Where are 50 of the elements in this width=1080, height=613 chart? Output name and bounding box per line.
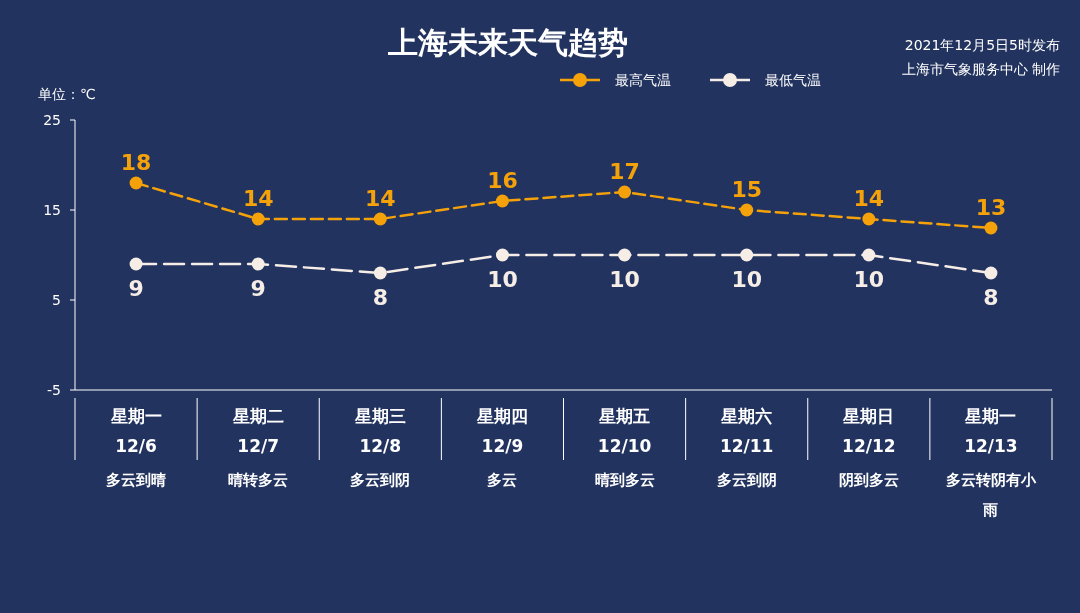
data-label: 9 [128, 276, 144, 301]
data-label: 10 [487, 267, 518, 292]
point [251, 257, 265, 271]
point [129, 176, 143, 190]
point [984, 221, 998, 235]
point [862, 212, 876, 226]
point [740, 203, 754, 217]
x-tick-label: 星期日 12/12 阴到多云 [838, 406, 899, 489]
legend-label: 最低气温 [765, 72, 821, 88]
point [862, 248, 876, 262]
data-label: 10 [853, 267, 885, 292]
point [618, 185, 632, 199]
point [373, 266, 387, 280]
data-label: 14 [853, 186, 885, 211]
data-label: 18 [120, 150, 152, 175]
x-tick-label: 星期一 12/13 多云转阴有小雨 [945, 406, 1037, 519]
data-label: 8 [983, 285, 999, 310]
point [251, 212, 265, 226]
y-tick-label: -5 [47, 382, 61, 398]
data-label: 14 [365, 186, 396, 211]
y-tick-label: 5 [52, 292, 61, 308]
x-tick-label: 星期一 12/6 多云到晴 [106, 406, 167, 489]
y-tick-label: 15 [43, 202, 61, 218]
point [129, 257, 143, 271]
data-label: 13 [975, 195, 1007, 220]
point [495, 248, 509, 262]
legend-label: 最高气温 [615, 72, 671, 88]
data-label: 10 [731, 267, 762, 292]
y-tick-label: 25 [43, 112, 61, 128]
point [984, 266, 998, 280]
x-tick-label: 星期二 12/7 晴转多云 [228, 406, 289, 489]
x-tick-label: 星期四 12/9 多云 [475, 406, 528, 489]
text: 上海市气象服务中心 制作 [901, 61, 1060, 77]
point [373, 212, 387, 226]
data-label: 16 [487, 168, 518, 193]
text: 2021年12月5日5时发布 [904, 37, 1060, 53]
data-label: 15 [731, 177, 762, 202]
x-tick-label: 星期五 12/10 晴到多云 [594, 406, 655, 489]
data-label: 14 [242, 186, 274, 211]
x-tick-label: 星期三 12/8 多云到阴 [350, 406, 411, 489]
chart-title: 上海未来天气趋势 [387, 25, 628, 60]
data-label: 8 [372, 285, 388, 310]
y-axis-title: 单位：℃ [38, 86, 96, 102]
point [495, 194, 509, 208]
point [618, 248, 632, 262]
data-label: 17 [609, 159, 640, 184]
data-label: 10 [609, 267, 640, 292]
x-tick-label: 星期六 12/11 多云到阴 [716, 406, 777, 489]
data-label: 9 [250, 276, 266, 301]
point [740, 248, 754, 262]
